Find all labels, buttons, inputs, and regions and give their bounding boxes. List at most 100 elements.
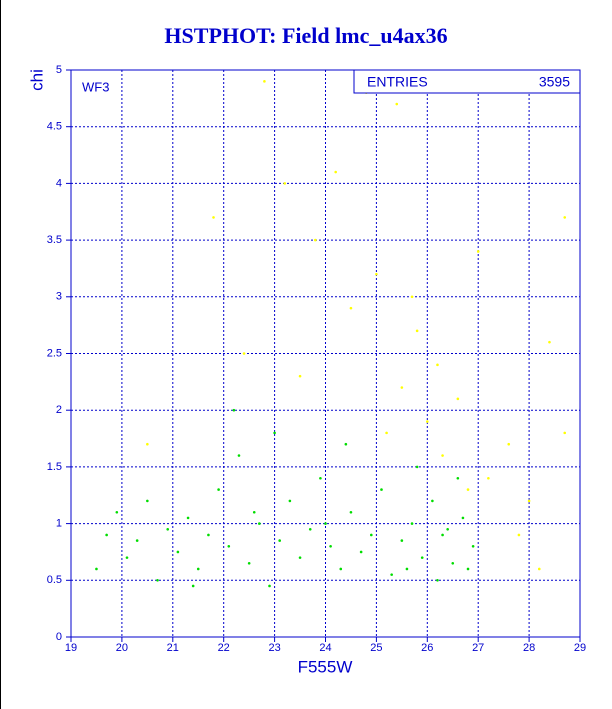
- point: [95, 567, 98, 571]
- point: [105, 533, 108, 537]
- point: [461, 516, 465, 520]
- point: [415, 329, 419, 333]
- point: [298, 374, 302, 378]
- x-tick-label: 23: [268, 642, 280, 654]
- point: [237, 454, 241, 457]
- point: [314, 238, 317, 242]
- point: [283, 182, 287, 185]
- point: [242, 352, 246, 355]
- point: [359, 550, 363, 554]
- point: [456, 397, 460, 401]
- point: [135, 539, 139, 542]
- point: [400, 386, 404, 389]
- point: [324, 522, 327, 525]
- x-tick-label: 26: [421, 642, 433, 654]
- x-tick-label: 20: [116, 642, 128, 654]
- point: [563, 431, 567, 435]
- chart-title: HSTPHOT: Field lmc_u4ax36: [164, 23, 447, 48]
- point: [227, 544, 231, 548]
- point: [415, 465, 419, 469]
- point: [410, 295, 414, 299]
- x-axis-label: F555W: [298, 657, 353, 676]
- point: [446, 527, 449, 531]
- point: [156, 579, 159, 582]
- point: [487, 476, 490, 480]
- point: [380, 488, 383, 491]
- point: [527, 499, 531, 503]
- point: [370, 533, 373, 537]
- x-tick-label: 25: [370, 642, 382, 654]
- point: [471, 544, 475, 548]
- point: [405, 567, 409, 571]
- point: [268, 584, 271, 588]
- point: [288, 499, 292, 503]
- points: [95, 80, 567, 588]
- x-tick-label: 27: [472, 642, 484, 654]
- point: [375, 272, 378, 276]
- point: [537, 567, 541, 571]
- point: [186, 516, 190, 520]
- point: [436, 363, 439, 367]
- point: [146, 499, 149, 503]
- point: [329, 544, 332, 548]
- y-tick-label: 3.5: [47, 234, 62, 246]
- stats-label: ENTRIES: [367, 74, 428, 90]
- point: [125, 556, 129, 559]
- point: [507, 442, 511, 446]
- y-tick-label: 0.5: [47, 574, 62, 586]
- point: [349, 306, 353, 310]
- point: [308, 527, 312, 531]
- x-tick-label: 22: [218, 642, 230, 654]
- point: [278, 539, 281, 542]
- point: [207, 533, 210, 537]
- grid: 19 20 21 22 23 24 25 26 27 28 29 0 0.5 1 1.5 2 2.5 3 3.5 4 4…: [47, 64, 586, 654]
- point: [176, 550, 180, 554]
- stats-box: [353, 69, 581, 94]
- point: [456, 476, 460, 480]
- point: [217, 488, 220, 491]
- point: [451, 561, 455, 565]
- point: [258, 522, 261, 525]
- point: [420, 556, 424, 559]
- point: [436, 579, 439, 582]
- point: [115, 510, 119, 514]
- point: [563, 216, 567, 219]
- point: [252, 510, 256, 514]
- point: [191, 584, 195, 588]
- x-tick-label: 21: [167, 642, 179, 654]
- point: [400, 539, 404, 542]
- y-axis-label: chi: [27, 69, 46, 91]
- point: [390, 573, 393, 576]
- point: [349, 510, 353, 514]
- x-tick-label: 28: [523, 642, 535, 654]
- point: [334, 170, 337, 174]
- x-tick-label: 24: [319, 642, 331, 654]
- point: [273, 431, 276, 435]
- y-tick-label: 1.5: [47, 461, 62, 473]
- point: [426, 420, 429, 423]
- y-tick-label: 1: [56, 518, 62, 530]
- y-tick-label: 0: [56, 631, 62, 643]
- point: [466, 567, 470, 571]
- y-tick-label: 2: [56, 404, 62, 416]
- point: [385, 431, 388, 435]
- point: [517, 533, 521, 537]
- point: [339, 567, 343, 571]
- y-tick-label: 5: [56, 64, 62, 76]
- x-tick-label: 19: [65, 642, 77, 654]
- x-tick-label: 29: [574, 642, 586, 654]
- point: [232, 408, 236, 412]
- point: [548, 340, 551, 344]
- point: [212, 216, 215, 219]
- plot-frame: [70, 69, 581, 638]
- point: [247, 561, 251, 565]
- stats-value: 3595: [539, 74, 570, 90]
- point: [410, 522, 414, 525]
- y-tick-label: 4.5: [47, 121, 62, 133]
- y-tick-label: 3: [56, 291, 62, 303]
- point: [298, 556, 302, 559]
- point: [466, 488, 470, 491]
- point: [166, 527, 170, 531]
- point: [395, 102, 399, 106]
